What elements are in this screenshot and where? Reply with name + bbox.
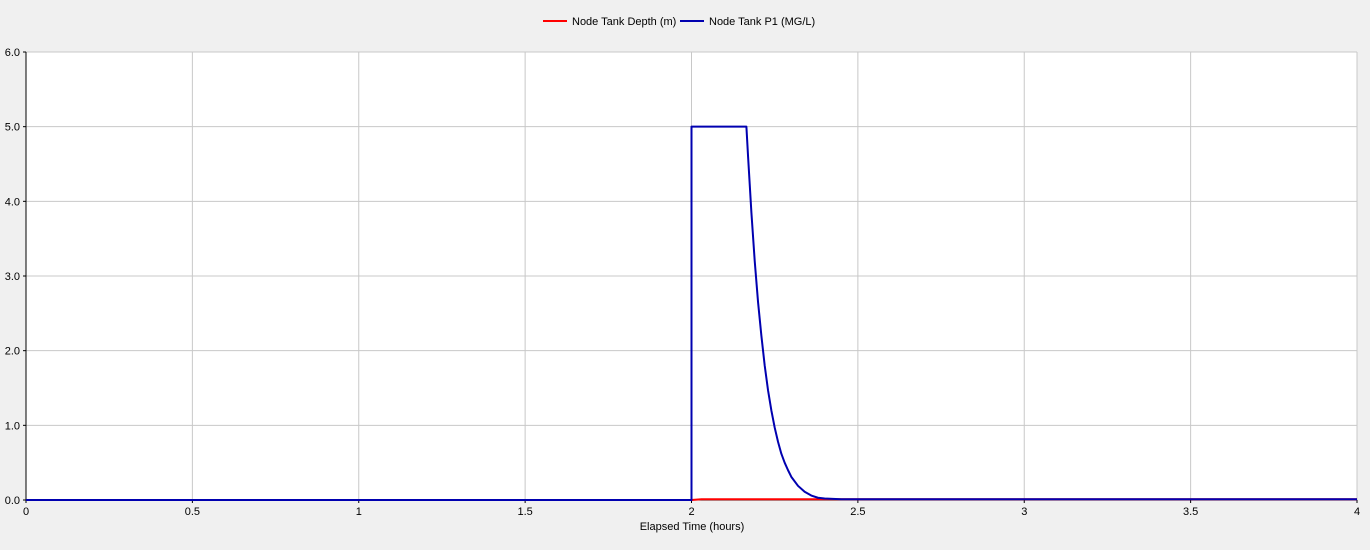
- y-tick-labels: 0.0 1.0 2.0 3.0 4.0 5.0 6.0: [5, 47, 26, 507]
- x-tick-label: 0.5: [185, 506, 200, 518]
- x-tick-label: 3.5: [1183, 506, 1198, 518]
- x-tick-label: 4: [1354, 506, 1360, 518]
- series-lines: [26, 125, 1357, 501]
- x-tick-label: 1: [356, 506, 362, 518]
- y-tick-label: 3.0: [5, 271, 20, 283]
- x-tick-labels: 0 0.5 1 1.5 2 2.5 3 3.5 4: [23, 500, 1360, 518]
- x-tick-label: 3: [1021, 506, 1027, 518]
- y-tick-label: 4.0: [5, 196, 20, 208]
- x-tick-label: 0: [23, 506, 29, 518]
- legend: Node Tank Depth (m) Node Tank P1 (MG/L): [543, 16, 815, 28]
- legend-label: Node Tank Depth (m): [572, 16, 676, 28]
- y-tick-label: 1.0: [5, 420, 20, 432]
- x-axis-title: Elapsed Time (hours): [640, 521, 745, 533]
- x-tick-label: 2.5: [850, 506, 865, 518]
- series-line-1: [26, 125, 1357, 501]
- y-tick-label: 6.0: [5, 47, 20, 59]
- y-tick-label: 0.0: [5, 495, 20, 507]
- legend-label: Node Tank P1 (MG/L): [709, 16, 815, 28]
- y-tick-label: 5.0: [5, 122, 20, 134]
- x-tick-label: 1.5: [517, 506, 532, 518]
- y-tick-label: 2.0: [5, 346, 20, 358]
- x-tick-label: 2: [688, 506, 694, 518]
